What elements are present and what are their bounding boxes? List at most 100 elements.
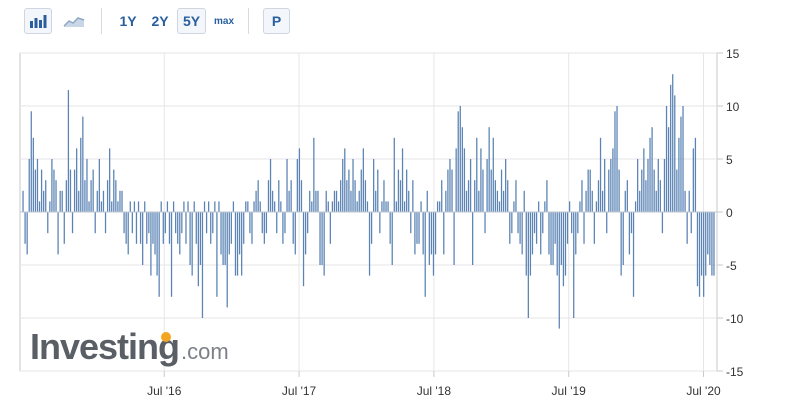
- chart-bar: [162, 212, 164, 244]
- chart-bar: [146, 212, 148, 244]
- chart-bar: [360, 169, 362, 212]
- chart-bar: [185, 212, 187, 244]
- chart-bar: [255, 190, 257, 212]
- chart-bar: [684, 190, 686, 212]
- chart-bar: [385, 201, 387, 212]
- chart-bar: [430, 212, 433, 255]
- chart-bar: [678, 137, 680, 212]
- chart-bar: [243, 212, 245, 244]
- chart-bar: [115, 180, 117, 212]
- chart-bar: [158, 212, 160, 297]
- chart-bar: [614, 111, 616, 212]
- chart-bar: [294, 212, 296, 255]
- chart-bar: [585, 190, 587, 212]
- range-1y-button[interactable]: 1Y: [119, 13, 137, 29]
- chart-bar: [655, 190, 657, 212]
- y-tick-label: -5: [726, 259, 737, 273]
- chart-bar: [30, 111, 32, 212]
- chart-bar: [96, 190, 98, 212]
- chart-bar: [88, 201, 90, 212]
- chart-bar: [123, 212, 125, 234]
- chart-bar: [467, 180, 470, 212]
- chart-bar: [286, 159, 288, 212]
- chart-bar: [154, 212, 156, 255]
- chart-bar: [331, 201, 334, 212]
- chart-bar: [183, 201, 185, 212]
- chart-bar: [354, 180, 356, 212]
- chart-bar: [284, 212, 286, 234]
- chart-bar: [492, 137, 494, 212]
- y-tick-label: 0: [726, 206, 733, 220]
- chart-bar: [571, 212, 573, 234]
- chart-bar: [24, 212, 26, 244]
- chart-bar: [531, 212, 534, 255]
- chart-bar: [109, 148, 111, 212]
- chart-bar: [142, 212, 144, 265]
- chart-bar: [55, 180, 57, 212]
- area-chart-icon[interactable]: [60, 8, 88, 34]
- chart-bar: [484, 212, 486, 234]
- chart-bar: [665, 106, 668, 212]
- range-max-button[interactable]: max: [213, 15, 234, 27]
- chart-bar: [381, 201, 383, 212]
- chart-bar: [49, 201, 51, 212]
- chart-bar: [274, 201, 276, 212]
- chart-bar: [335, 190, 338, 212]
- chart-bar: [610, 159, 612, 212]
- chart-bar: [626, 180, 628, 212]
- chart-bar: [391, 212, 393, 265]
- chart-bar: [709, 212, 711, 265]
- chart-bar: [28, 159, 30, 212]
- x-tick-label: Jul '20: [686, 384, 721, 398]
- chart-bar: [241, 212, 243, 276]
- chart-bar: [307, 212, 309, 234]
- chart-bar: [639, 190, 641, 212]
- chart-bar: [604, 159, 606, 212]
- chart-bar: [651, 127, 653, 212]
- chart-bar: [86, 159, 88, 212]
- chart-bar: [59, 190, 61, 212]
- chart-bar: [113, 169, 115, 212]
- chart-bar: [131, 212, 133, 234]
- chart-bar: [304, 212, 307, 255]
- chart-bar: [583, 212, 585, 244]
- chart-bar: [403, 201, 406, 212]
- chart-bar: [515, 180, 517, 212]
- chart-bar: [632, 212, 635, 297]
- chart-bar: [63, 212, 65, 244]
- chart-bar: [164, 212, 166, 234]
- chart-bar: [661, 212, 664, 234]
- bar-chart-icon[interactable]: [24, 8, 52, 34]
- chart-bar: [410, 212, 412, 234]
- chart-bar: [84, 180, 86, 212]
- chart-bar: [560, 212, 562, 265]
- chart-bar: [317, 190, 319, 212]
- chart-bar: [505, 159, 507, 212]
- chart-bar: [577, 212, 579, 234]
- chart-bar: [589, 169, 591, 212]
- chart-bar: [406, 169, 408, 212]
- chart-bar: [498, 201, 501, 212]
- chart-bar: [179, 212, 181, 255]
- chart-bar: [51, 159, 53, 212]
- chart-bar: [129, 201, 131, 212]
- chart-bar: [160, 201, 162, 212]
- chart-bar: [319, 212, 321, 265]
- p-button[interactable]: P: [263, 8, 290, 34]
- chart-bar: [82, 116, 84, 212]
- chart-bar: [705, 212, 707, 276]
- chart-bar: [40, 169, 43, 212]
- chart-bar: [688, 190, 690, 212]
- chart-bar: [106, 180, 109, 212]
- chart-bar: [579, 201, 581, 212]
- chart-bar: [22, 190, 24, 212]
- chart-bar: [494, 180, 496, 212]
- chart-bar: [434, 212, 437, 255]
- chart-bar: [387, 201, 389, 212]
- chart-bar: [533, 212, 536, 234]
- chart-bar: [117, 201, 119, 212]
- range-2y-button[interactable]: 2Y: [151, 13, 169, 29]
- range-5y-button[interactable]: 5Y: [177, 8, 206, 34]
- chart-bar: [544, 201, 546, 212]
- chart-bar: [104, 212, 107, 234]
